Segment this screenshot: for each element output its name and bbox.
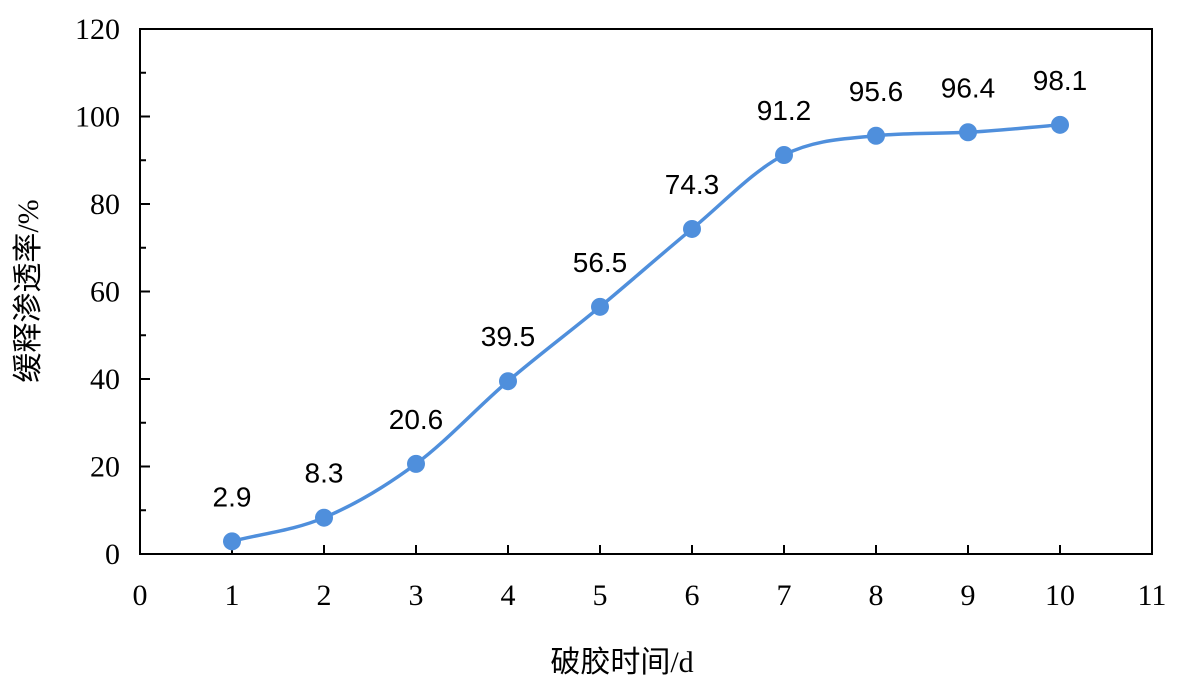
x-tick-label: 11 [1138,579,1167,612]
x-tick-label: 10 [1045,579,1075,612]
y-tick-label: 120 [75,13,120,46]
plot-frame [139,28,1153,555]
y-axis-ticks: 0 20 40 60 80 100 120 [75,13,150,571]
x-tick-label: 6 [685,579,700,612]
y-tick-label: 0 [105,538,120,571]
data-label: 95.6 [849,76,904,107]
y-tick-label: 100 [75,101,120,134]
data-point [683,219,701,238]
data-point [223,532,241,551]
x-tick-label: 3 [409,579,424,612]
data-point [407,454,425,473]
data-label: 56.5 [573,247,628,278]
x-axis-ticks: 0 1 2 3 4 5 6 7 8 9 10 11 [133,545,1167,612]
data-point [315,508,333,527]
data-label: 39.5 [481,321,536,352]
x-tick-label: 2 [317,579,332,612]
data-point [867,126,885,145]
x-tick-label: 5 [593,579,608,612]
data-label: 20.6 [389,404,444,435]
data-label: 98.1 [1033,65,1088,96]
data-label: 96.4 [941,72,996,103]
x-tick-label: 0 [133,579,148,612]
data-point [591,297,609,316]
data-point [775,146,793,164]
x-tick-label: 4 [501,579,516,612]
data-label: 2.9 [213,481,252,512]
x-tick-label: 8 [869,579,884,612]
y-tick-label: 60 [90,276,120,309]
x-axis-title: 破胶时间/d [550,646,693,679]
data-label: 74.3 [665,169,720,200]
data-label: 8.3 [305,458,344,489]
x-tick-label: 9 [961,579,976,612]
series-line [231,123,1061,544]
x-tick-label: 7 [777,579,792,612]
data-point [499,372,517,391]
series-layer: 2.9 8.3 20.6 39.5 56.5 74.3 91.2 95.6 96.4 98.1 [213,65,1088,551]
data-point [959,123,977,142]
data-point [1051,115,1069,134]
y-tick-label: 20 [90,451,120,484]
data-label: 91.2 [757,95,812,126]
x-tick-label: 1 [225,579,240,612]
y-tick-label: 40 [90,363,120,396]
y-axis-title: 缓释渗透率/% [12,199,45,382]
y-tick-label: 80 [90,188,120,221]
